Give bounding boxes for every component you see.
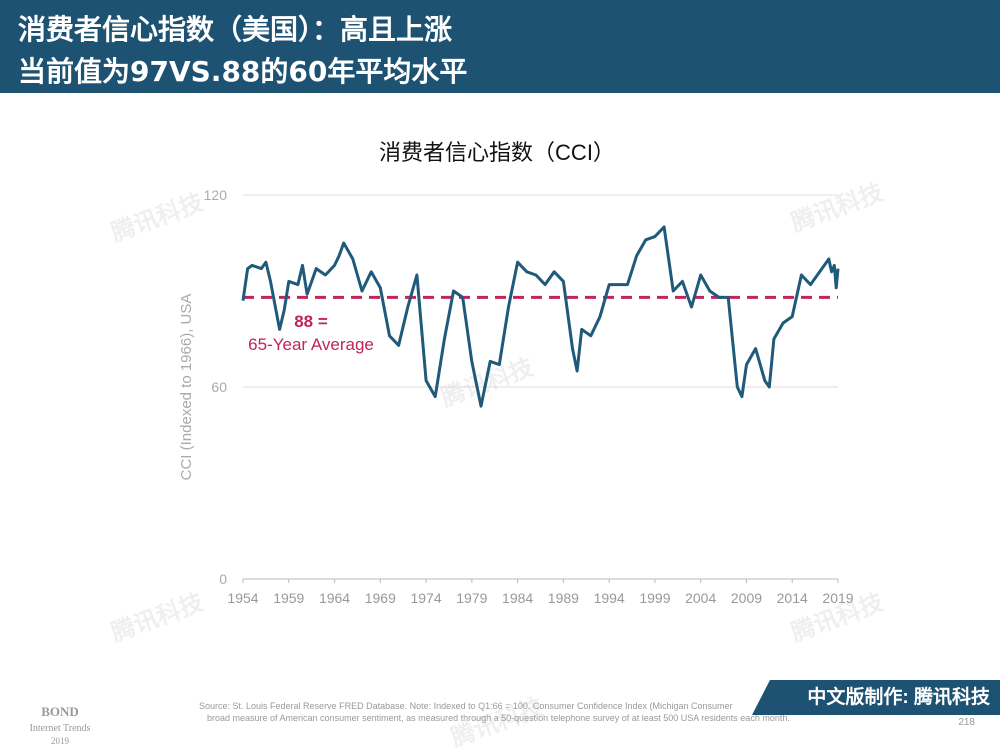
x-tick-label: 2014 — [777, 590, 808, 606]
x-tick-label: 1954 — [227, 590, 258, 606]
x-tick-label: 1989 — [548, 590, 579, 606]
chart: 消费者信心指数（CCI） CCI (Indexed to 1966), USA … — [30, 140, 1000, 750]
x-tick-label: 1974 — [410, 590, 441, 606]
chart-title: 消费者信心指数（CCI） — [379, 140, 615, 165]
watermark: 腾讯科技 — [108, 589, 208, 648]
y-tick-label: 60 — [211, 379, 227, 395]
x-tick-label: 1999 — [639, 590, 670, 606]
y-tick-label: 0 — [219, 571, 227, 587]
page-number: 218 — [958, 717, 975, 728]
y-tick-label: 120 — [204, 187, 228, 203]
brand-sub: Internet Trends — [30, 723, 91, 734]
watermark: 腾讯科技 — [108, 189, 208, 248]
credit-banner — [752, 680, 1000, 715]
x-tick-label: 2004 — [685, 590, 716, 606]
x-tick-label: 1959 — [273, 590, 304, 606]
x-tick-label: 1969 — [365, 590, 396, 606]
x-tick-label: 1979 — [456, 590, 487, 606]
watermark: 腾讯科技 — [438, 354, 538, 413]
x-tick-label: 2019 — [822, 590, 853, 606]
brand: BOND — [41, 704, 79, 719]
reference-label: 88 = — [294, 312, 328, 331]
brand-year: 2019 — [51, 736, 70, 746]
watermark: 腾讯科技 — [788, 179, 888, 238]
source-note: broad measure of American consumer senti… — [207, 713, 790, 723]
source-note: Source: St. Louis Federal Reserve FRED D… — [199, 701, 733, 711]
x-tick-label: 1984 — [502, 590, 533, 606]
reference-label: 65-Year Average — [248, 335, 374, 354]
header: 消费者信心指数（美国）：高且上涨 当前值为97VS.88的60年平均水平 — [0, 0, 1000, 93]
x-tick-label: 1964 — [319, 590, 350, 606]
credit: 中文版制作: 腾讯科技 — [807, 685, 991, 708]
x-tick-label: 1994 — [594, 590, 625, 606]
x-tick-label: 2009 — [731, 590, 762, 606]
y-axis-label: CCI (Indexed to 1966), USA — [178, 294, 195, 481]
header-title: 消费者信心指数（美国）：高且上涨 — [18, 13, 453, 46]
header-subtitle: 当前值为97VS.88的60年平均水平 — [18, 55, 468, 88]
data-line — [241, 225, 840, 408]
